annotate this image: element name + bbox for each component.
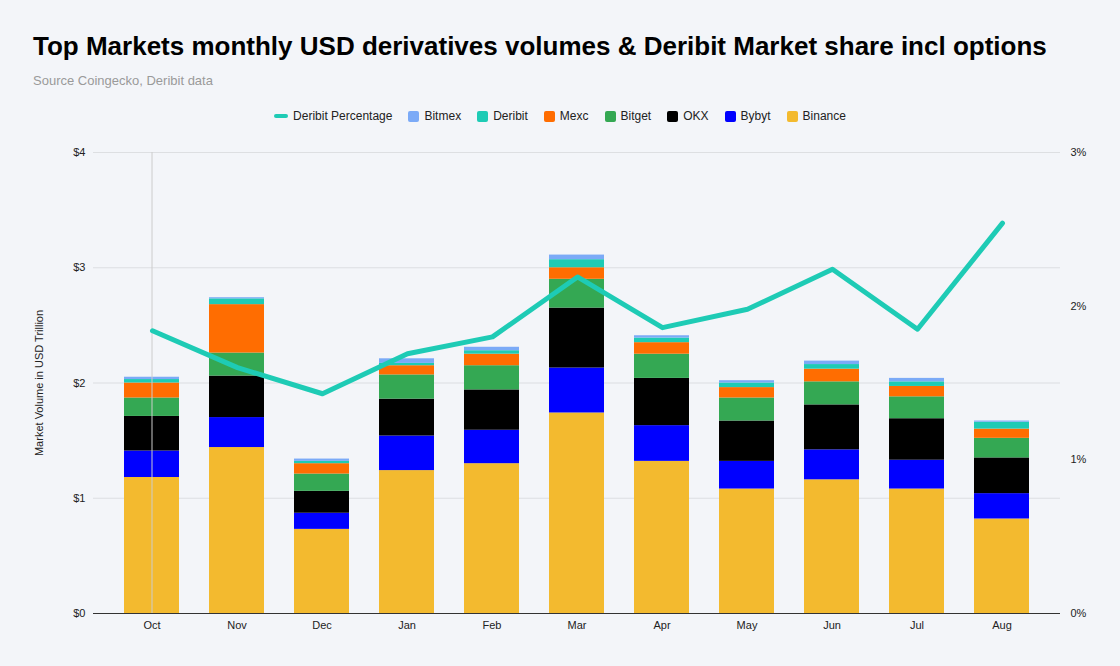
svg-text:Dec: Dec: [312, 619, 332, 631]
svg-text:Nov: Nov: [227, 619, 247, 631]
svg-text:0%: 0%: [1071, 607, 1087, 619]
svg-text:Market Volume in USD Trillion: Market Volume in USD Trillion: [33, 310, 45, 456]
svg-text:Feb: Feb: [483, 619, 502, 631]
svg-text:$3: $3: [73, 261, 85, 273]
html-text:OKX: OKX: [683, 109, 709, 123]
svg-text:Mar: Mar: [568, 619, 587, 631]
html-text:Deribit: Deribit: [493, 109, 528, 123]
svg-text:May: May: [737, 619, 758, 631]
svg-text:2%: 2%: [1071, 300, 1087, 312]
svg-text:$1: $1: [73, 492, 85, 504]
html-text:Bitget: Bitget: [620, 109, 652, 123]
svg-text:Apr: Apr: [653, 619, 670, 631]
svg-text:3%: 3%: [1071, 146, 1087, 158]
html-text:Bybyt: Bybyt: [740, 109, 771, 123]
svg-text:$2: $2: [73, 377, 85, 389]
svg-text:1%: 1%: [1071, 453, 1087, 465]
svg-text:$0: $0: [73, 607, 85, 619]
html-text:Mexc: Mexc: [559, 109, 589, 123]
html-text:Top Markets monthly USD deriva: Top Markets monthly USD derivatives volu…: [33, 31, 1047, 61]
html-text:Binance: Binance: [802, 109, 846, 123]
svg-text:Jul: Jul: [910, 619, 924, 631]
html-text:Deribit Percentage: Deribit Percentage: [293, 109, 393, 123]
svg-text:Aug: Aug: [992, 619, 1012, 631]
html-text:Bitmex: Bitmex: [424, 109, 462, 123]
svg-text:Jun: Jun: [823, 619, 841, 631]
svg-text:Oct: Oct: [143, 619, 160, 631]
svg-text:$4: $4: [73, 146, 85, 158]
html-text:Source Coingecko, Deribit data: Source Coingecko, Deribit data: [33, 73, 213, 88]
svg-text:Jan: Jan: [398, 619, 416, 631]
